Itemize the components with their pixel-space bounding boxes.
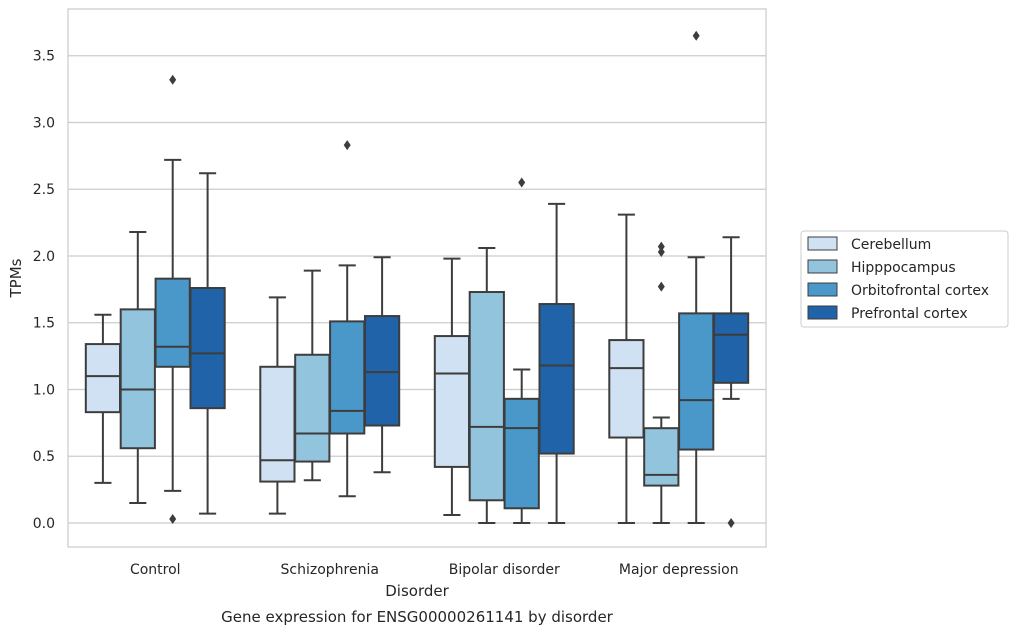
chart-caption: Gene expression for ENSG00000261141 by d… [221, 608, 614, 626]
outlier-point [169, 513, 177, 524]
legend-label: Hipppocampus [851, 260, 956, 276]
x-tick-label: Major depression [619, 562, 739, 578]
iqr-box [329, 320, 366, 435]
box-prefrontal-cortex [538, 202, 575, 524]
outlier-point [657, 246, 665, 257]
iqr-box [468, 291, 505, 502]
box-cerebellum [84, 313, 122, 484]
box-orbitofrontal-cortex [154, 74, 191, 524]
x-tick-label: Bipolar disorder [449, 562, 560, 578]
legend: Cerebellum Hipppocampus Orbitofrontal cort… [800, 230, 1009, 328]
legend-swatch [807, 236, 838, 251]
box-cerebellum [433, 257, 471, 516]
legend-swatch [807, 305, 838, 320]
legend-swatch [807, 282, 838, 297]
outlier-point [657, 241, 665, 252]
iqr-box [363, 315, 401, 427]
box-hipppocampus [294, 269, 331, 482]
iqr-box [154, 277, 191, 368]
iqr-box [712, 312, 750, 384]
y-tick-label: 2.0 [33, 249, 55, 265]
y-tick-label: 3.5 [33, 49, 55, 65]
box-prefrontal-cortex [712, 236, 750, 528]
boxes [84, 30, 750, 528]
y-tick-label: 2.5 [33, 182, 55, 198]
y-axis-label: TPMs [7, 258, 25, 298]
box-prefrontal-cortex [189, 172, 226, 515]
y-tick-label: 1.0 [33, 382, 55, 398]
y-tick-label: 0.5 [33, 449, 55, 465]
box-orbitofrontal-cortex [503, 177, 540, 524]
box-hipppocampus [643, 241, 680, 524]
outlier-point [343, 140, 351, 151]
box-cerebellum [608, 213, 645, 524]
iqr-box [608, 339, 645, 439]
outlier-point [518, 177, 526, 188]
legend-swatch [807, 259, 838, 274]
box-orbitofrontal-cortex [329, 140, 366, 498]
tick-labels: 0.0 0.5 1.0 1.5 2.0 2.5 3.0 3.5 Control Schizophr… [33, 49, 739, 578]
legend-label: Prefrontal cortex [851, 306, 968, 322]
outlier-point [169, 74, 177, 85]
y-tick-label: 0.0 [33, 516, 55, 532]
outlier-point [657, 281, 665, 292]
iqr-box [259, 365, 296, 483]
y-tick-label: 3.0 [33, 115, 55, 131]
iqr-box [538, 303, 575, 455]
iqr-box [678, 312, 715, 451]
x-tick-label: Schizophrenia [281, 562, 379, 578]
box-prefrontal-cortex [363, 256, 401, 474]
iqr-box [643, 427, 680, 487]
iqr-box [433, 335, 471, 468]
box-hipppocampus [119, 230, 156, 504]
outlier-point [727, 517, 735, 528]
outlier-point [692, 30, 700, 41]
plot-frame [67, 8, 767, 548]
box-hipppocampus [468, 246, 505, 524]
x-axis-label: Disorder [385, 582, 449, 600]
box-cerebellum [259, 296, 296, 515]
iqr-box [503, 397, 540, 510]
legend-label: Orbitofrontal cortex [851, 283, 989, 299]
y-tick-label: 1.5 [33, 316, 55, 332]
iqr-box [119, 308, 156, 450]
iqr-box [294, 353, 331, 463]
iqr-box [189, 287, 226, 410]
x-tick-label: Control [130, 562, 181, 578]
legend-label: Cerebellum [851, 237, 931, 253]
iqr-box [84, 343, 122, 414]
box-orbitofrontal-cortex [678, 30, 715, 524]
legend-frame [800, 230, 1009, 328]
